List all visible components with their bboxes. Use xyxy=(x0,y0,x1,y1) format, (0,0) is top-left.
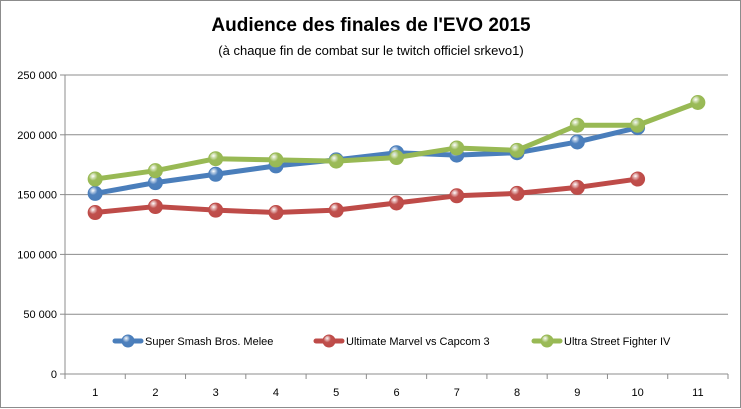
x-tick-label: 4 xyxy=(273,387,279,399)
legend-label: Ultra Street Fighter IV xyxy=(564,336,671,348)
data-point xyxy=(208,202,224,218)
data-point xyxy=(208,166,224,182)
data-point xyxy=(630,171,646,187)
data-point xyxy=(569,179,585,195)
data-point xyxy=(630,117,646,133)
series-line-super-smash-bros-melee xyxy=(92,125,641,196)
gridlines xyxy=(65,74,728,315)
data-point xyxy=(268,205,284,221)
data-point xyxy=(87,171,103,187)
y-tick-label: 200 000 xyxy=(17,130,57,142)
y-tick-label: 0 xyxy=(51,369,57,381)
axes xyxy=(64,75,728,375)
data-point xyxy=(389,195,404,211)
series-line-ultra-street-fighter-iv xyxy=(92,100,701,182)
chart-title: Audience des finales de l'EVO 2015 xyxy=(211,15,531,36)
chart-subtitle: (à chaque fin de combat sur le twitch of… xyxy=(218,43,523,58)
legend-label: Super Smash Bros. Melee xyxy=(145,336,273,348)
data-point xyxy=(328,153,344,169)
legend-marker xyxy=(121,334,135,348)
data-point xyxy=(147,199,163,215)
data-point xyxy=(208,151,224,167)
data-point xyxy=(509,142,525,158)
x-tick-label: 1 xyxy=(92,387,98,399)
x-tick-label: 6 xyxy=(393,387,399,399)
data-point xyxy=(569,117,585,133)
x-tick-label: 11 xyxy=(692,387,703,399)
data-point xyxy=(569,134,585,150)
x-tick-label: 7 xyxy=(454,387,460,399)
x-axis-ticks: 1 2 3 4 5 6 7 8 9 10 11 xyxy=(64,374,729,399)
y-tick-label: 50 000 xyxy=(23,309,57,321)
x-tick-label: 2 xyxy=(152,387,158,399)
series-line-ultimate-marvel-vs-capcom-3 xyxy=(92,176,641,216)
legend: Super Smash Bros. Melee Ultimate Marvel v… xyxy=(112,334,671,348)
y-tick-label: 100 000 xyxy=(17,249,57,261)
y-tick-label: 250 000 xyxy=(17,70,57,82)
legend-marker xyxy=(540,334,554,348)
x-tick-label: 9 xyxy=(574,387,580,399)
data-point xyxy=(147,163,163,179)
data-point xyxy=(449,188,465,204)
data-point xyxy=(509,185,525,201)
data-point xyxy=(87,185,103,201)
data-point xyxy=(690,95,706,111)
data-point xyxy=(389,150,404,166)
data-point xyxy=(328,202,344,218)
x-tick-label: 3 xyxy=(213,387,219,399)
data-point xyxy=(268,152,284,168)
data-point xyxy=(87,205,103,221)
data-point xyxy=(449,140,465,156)
x-tick-label: 8 xyxy=(514,387,520,399)
data-series xyxy=(87,95,706,221)
y-tick-label: 150 000 xyxy=(17,190,57,202)
x-tick-label: 10 xyxy=(631,387,643,399)
x-tick-label: 5 xyxy=(333,387,339,399)
legend-label: Ultimate Marvel vs Capcom 3 xyxy=(346,336,490,348)
y-axis-ticks: 0 50 000 100 000 150 000 200 000 250 000 xyxy=(17,70,65,381)
legend-marker xyxy=(322,334,336,348)
